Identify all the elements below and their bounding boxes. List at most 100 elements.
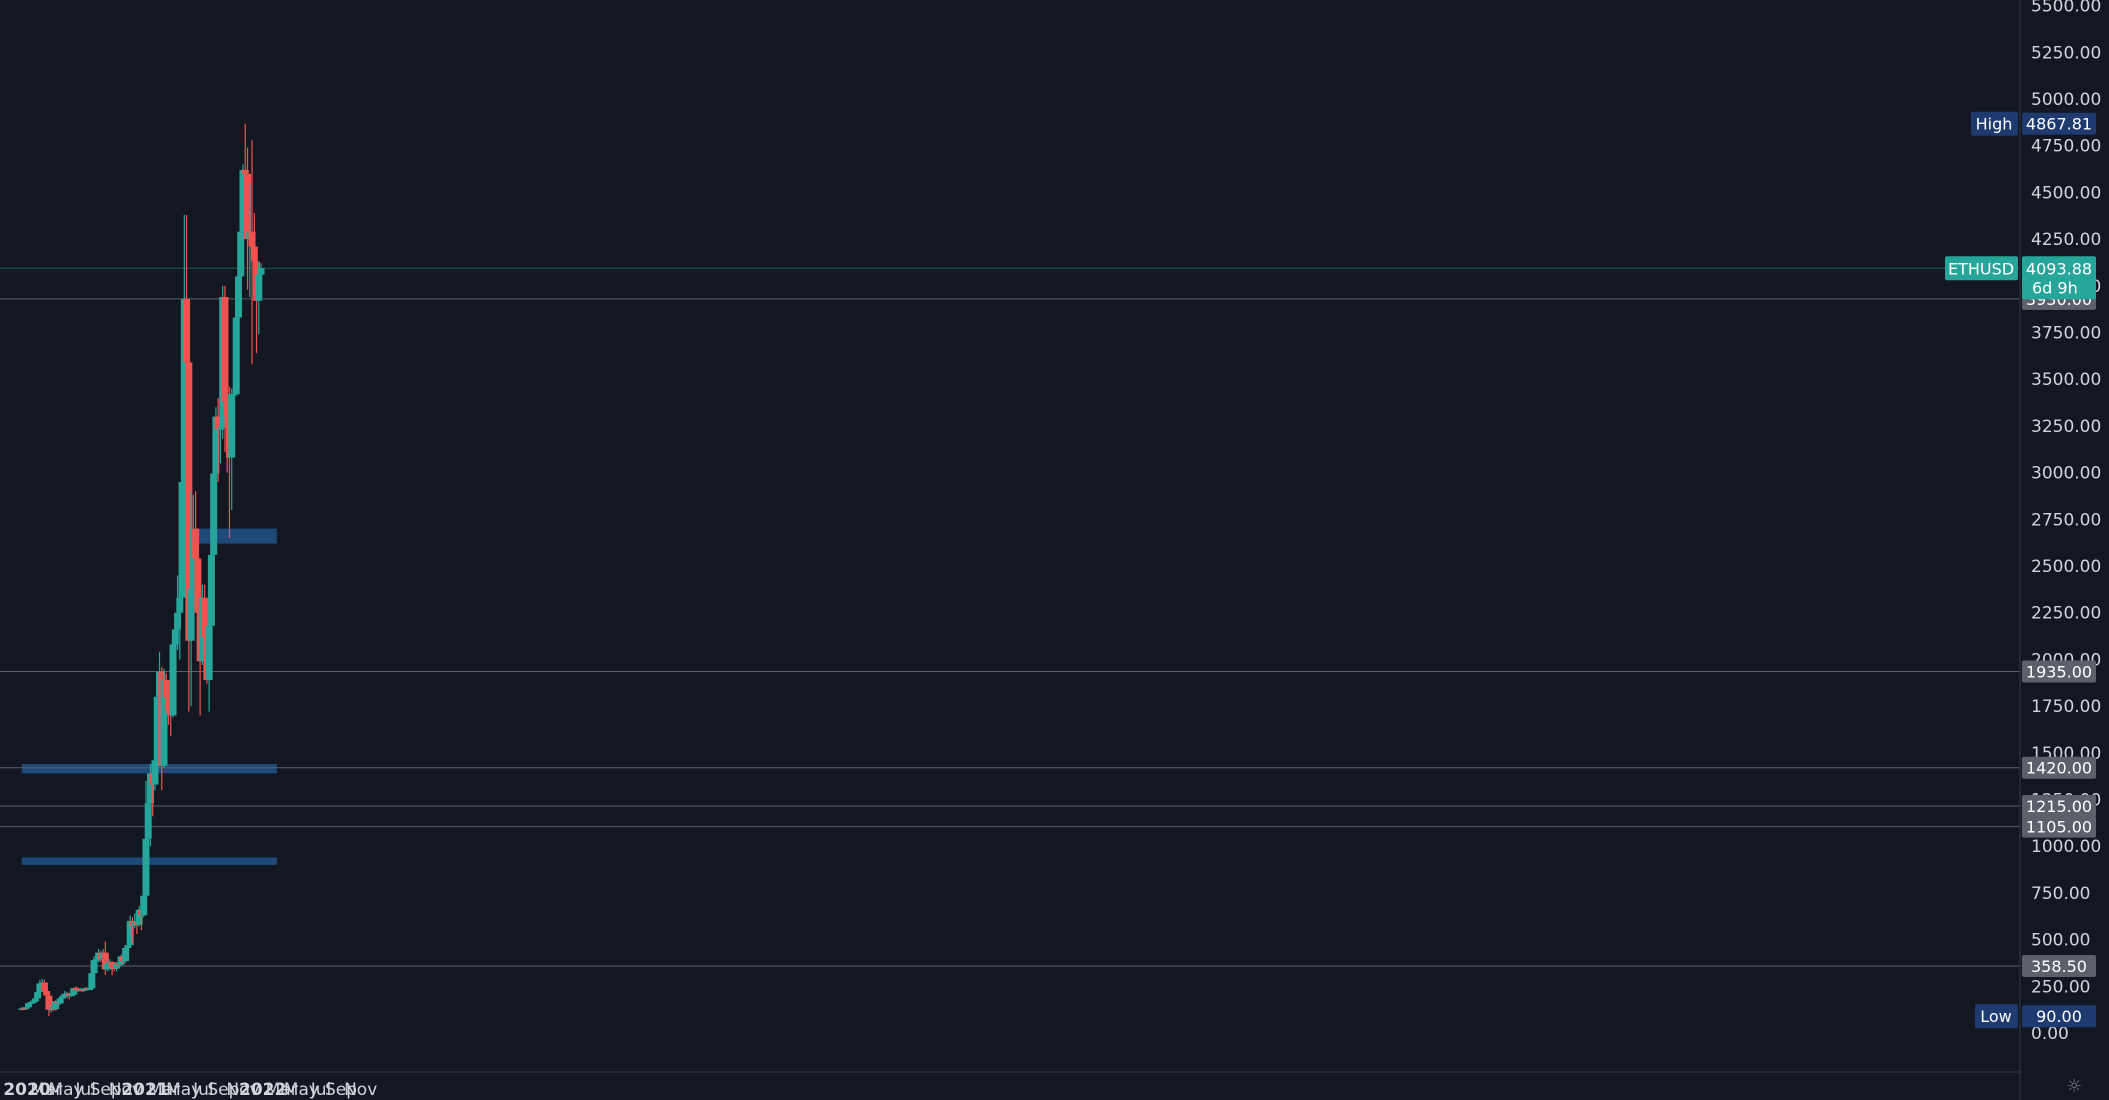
gear-icon[interactable]: ☼ (2066, 1076, 2082, 1097)
candle-body (43, 990, 51, 996)
candle (257, 263, 265, 275)
candle-body (40, 982, 48, 991)
time-tick-label: May (284, 1080, 319, 1100)
price-tick-label: 2750.00 (2031, 510, 2101, 530)
low-label: Low (1980, 1007, 2012, 1026)
price-tick-label: 3500.00 (2031, 370, 2101, 390)
low-price-tag-text: 90.00 (2036, 1007, 2082, 1026)
candle-body (140, 895, 148, 916)
candle-body (248, 231, 256, 247)
time-tick-label: Mar (148, 1080, 180, 1100)
high-price-tag-text: 4867.81 (2026, 115, 2092, 134)
candle-body (113, 963, 121, 969)
candle (205, 622, 213, 712)
candle (234, 276, 242, 322)
candle-body (104, 963, 112, 970)
level-price-tag (2022, 795, 2096, 818)
candle-body (79, 989, 87, 992)
price-tick-label: 2250.00 (2031, 604, 2101, 624)
price-tick-label: 250.00 (2031, 977, 2090, 997)
low-label-bg (1975, 1004, 2018, 1029)
candle-body (70, 988, 78, 995)
candle-body (201, 597, 209, 637)
price-tick-label: 3000.00 (2031, 464, 2101, 484)
candle (239, 164, 247, 249)
candle-body (176, 597, 184, 613)
candle-body (25, 1003, 33, 1008)
candle-body (244, 173, 252, 240)
candle-body (122, 948, 130, 962)
candle (221, 285, 229, 453)
candle (228, 388, 236, 510)
candle-body (174, 612, 182, 630)
symbol-label-bg (1945, 256, 2018, 281)
candle (244, 147, 252, 290)
candle-body (20, 1008, 28, 1010)
candle-body (210, 473, 218, 555)
candle-body (183, 298, 191, 363)
candle (45, 993, 53, 1017)
price-tick-label: 5000.00 (2031, 90, 2101, 110)
candle-body (216, 427, 224, 430)
candle (135, 905, 143, 927)
time-tick-label: Nov (109, 1080, 142, 1100)
candle-body (90, 960, 98, 974)
time-tick-label: Sep (207, 1080, 239, 1100)
candle-body (162, 679, 170, 698)
price-tick-label: 2500.00 (2031, 557, 2101, 577)
candle-body (255, 274, 263, 301)
candle-body (52, 1001, 60, 1010)
candle-body (214, 416, 222, 430)
candle-body (228, 394, 236, 458)
candle-body (185, 362, 193, 641)
candle (178, 481, 186, 604)
time-tick-label: 2021 (121, 1080, 168, 1100)
price-tick-label: 4750.00 (2031, 137, 2101, 157)
candle-body (92, 959, 100, 961)
candle-body (29, 1001, 37, 1004)
level-price-tag-text: 1935.00 (2026, 663, 2092, 682)
time-axis[interactable]: 2020MarMayJulSepNov2021MarMayJulSepNov20… (3, 1080, 377, 1100)
candle-body (108, 962, 116, 968)
price-tick-label: 1750.00 (2031, 697, 2101, 717)
level-price-tag-text: 1215.00 (2026, 797, 2092, 816)
candle-body (223, 401, 231, 417)
candle-body (207, 554, 215, 626)
candle (165, 683, 173, 725)
candle (144, 795, 152, 865)
level-price-tag (2022, 955, 2096, 978)
candle-body (45, 995, 53, 1010)
price-tick-label: 5250.00 (2031, 43, 2101, 63)
level-price-tag (2022, 660, 2096, 683)
candle-body (146, 773, 154, 804)
last-price-tag (2022, 256, 2096, 300)
candle-body (72, 988, 80, 990)
candle (126, 915, 134, 949)
candle (122, 945, 130, 963)
price-tick-label: 5500.00 (2031, 0, 2101, 17)
time-tick-label: May (166, 1080, 201, 1100)
candle-body (234, 276, 242, 318)
symbol-label: ETHUSD (1948, 259, 2014, 278)
candle-body (192, 528, 200, 559)
last-price-text: 4093.88 (2026, 259, 2092, 278)
candle-body (239, 169, 247, 232)
candle-body (86, 988, 94, 991)
candle-body (31, 998, 39, 1002)
candle-body (241, 169, 249, 174)
candle (201, 584, 209, 647)
candle (34, 990, 42, 1000)
price-tick-label: 3250.00 (2031, 417, 2101, 437)
time-tick-label: Jul (74, 1080, 96, 1100)
candle (36, 979, 44, 993)
candle-body (212, 416, 220, 474)
time-tick-label: May (48, 1080, 83, 1100)
level-price-tag (2022, 815, 2096, 838)
candle-body (232, 317, 240, 395)
candle (88, 971, 96, 990)
candle-body (169, 644, 177, 716)
candle-body (205, 625, 213, 680)
level-lines (0, 267, 2020, 967)
time-tick-label: Sep (325, 1080, 357, 1100)
